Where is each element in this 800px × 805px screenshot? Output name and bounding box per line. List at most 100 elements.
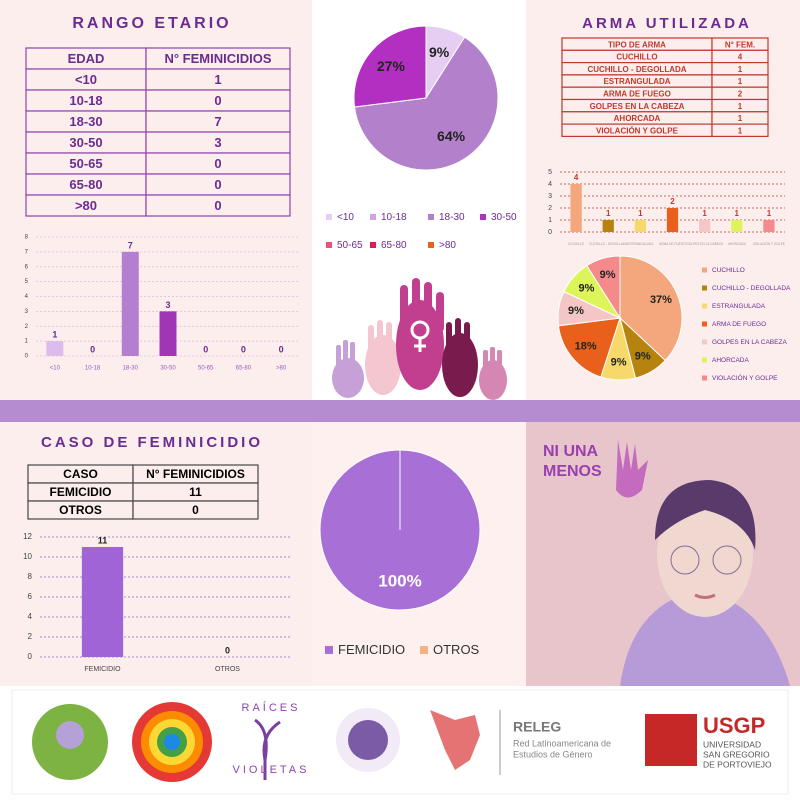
legend-swatch bbox=[420, 646, 428, 654]
table-value: OTROS bbox=[59, 503, 102, 517]
slice-label: 9% bbox=[611, 357, 627, 369]
bar bbox=[46, 341, 64, 356]
x-tick-label: AHORCADA bbox=[728, 242, 747, 246]
value-label: 0 bbox=[241, 344, 246, 354]
section-title: CASO DE FEMINICIDIO bbox=[41, 434, 263, 451]
x-tick-label: 65-80 bbox=[236, 366, 252, 372]
y-tick-label: 4 bbox=[28, 612, 33, 621]
legend-label: VIOLACIÓN Y GOLPE bbox=[712, 373, 778, 382]
x-tick-label: <10 bbox=[50, 366, 61, 372]
value-label: 1 bbox=[735, 209, 740, 218]
y-tick-label: 3 bbox=[25, 309, 29, 315]
value-label: 0 bbox=[225, 645, 230, 655]
y-tick-label: 10 bbox=[23, 552, 32, 561]
hand-icon bbox=[616, 440, 648, 498]
value-label: 1 bbox=[606, 209, 611, 218]
y-tick-label: 12 bbox=[23, 532, 32, 541]
bar bbox=[159, 311, 177, 356]
bar bbox=[602, 220, 614, 232]
table-value: 65-80 bbox=[69, 177, 102, 192]
y-tick-label: 5 bbox=[548, 169, 552, 176]
bar bbox=[570, 184, 582, 232]
y-tick-label: 2 bbox=[28, 632, 33, 641]
value-label: 3 bbox=[165, 300, 170, 310]
table-value: CUCHILLO bbox=[616, 53, 657, 62]
legend-swatch bbox=[702, 303, 707, 309]
x-tick-label: ESTRANGULADA bbox=[627, 242, 654, 246]
y-tick-label: 7 bbox=[25, 249, 29, 255]
table-value: CUCHILLO - DEGOLLADA bbox=[587, 65, 686, 74]
table-value: 1 bbox=[738, 77, 743, 86]
logo-text: DE PORTOVIEJO bbox=[703, 759, 772, 769]
band bbox=[0, 400, 800, 422]
y-tick-label: 1 bbox=[548, 217, 552, 224]
value-label: 1 bbox=[767, 209, 772, 218]
y-tick-label: 4 bbox=[25, 294, 29, 300]
table-header: CASO bbox=[63, 467, 98, 481]
table-value: 1 bbox=[738, 126, 743, 135]
table-value: 0 bbox=[214, 156, 221, 171]
legend-label: FEMICIDIO bbox=[338, 642, 405, 657]
value-label: 1 bbox=[52, 330, 57, 340]
y-tick-label: 8 bbox=[25, 235, 29, 241]
table-value: 0 bbox=[214, 177, 221, 192]
logo-text: SAN GREGORIO bbox=[703, 749, 770, 759]
x-tick-label: 30-50 bbox=[160, 366, 176, 372]
y-tick-label: 2 bbox=[548, 205, 552, 212]
legend-label: AHORCADA bbox=[712, 357, 750, 364]
portrait bbox=[620, 480, 790, 686]
y-tick-label: 0 bbox=[25, 354, 29, 360]
table-value: 2 bbox=[738, 89, 743, 98]
slogan: MENOS bbox=[543, 463, 602, 480]
x-tick-label: 18-30 bbox=[123, 366, 139, 372]
x-tick-label: 50-65 bbox=[198, 366, 214, 372]
pie-slice bbox=[619, 255, 683, 362]
slice-label: 64% bbox=[437, 128, 466, 144]
table-header: TIPO DE ARMA bbox=[608, 40, 666, 49]
legend-swatch bbox=[702, 321, 707, 327]
bar bbox=[121, 251, 139, 356]
value-label: 2 bbox=[670, 197, 675, 206]
table-value: >80 bbox=[75, 198, 97, 213]
table-cell bbox=[145, 194, 291, 217]
hands-illustration bbox=[332, 278, 507, 400]
table-value: ESTRANGULADA bbox=[603, 77, 670, 86]
table-header: EDAD bbox=[68, 51, 105, 66]
slice-label: 9% bbox=[568, 305, 584, 317]
logos bbox=[32, 702, 697, 782]
table-value: 4 bbox=[738, 53, 743, 62]
legend-swatch bbox=[326, 214, 332, 220]
table-header: N° FEM. bbox=[725, 40, 755, 49]
table-value: 0 bbox=[214, 93, 221, 108]
legend-label: 65-80 bbox=[381, 240, 407, 251]
legend-swatch bbox=[702, 375, 707, 381]
table-value: 0 bbox=[192, 503, 199, 517]
bar bbox=[763, 220, 775, 232]
table-value: FEMICIDIO bbox=[50, 485, 112, 499]
legend-swatch bbox=[428, 214, 434, 220]
legend-swatch bbox=[428, 242, 434, 248]
slice-label: 100% bbox=[378, 571, 421, 590]
legend-swatch bbox=[325, 646, 333, 654]
table-value: 1 bbox=[738, 102, 743, 111]
legend-swatch bbox=[370, 242, 376, 248]
y-tick-label: 0 bbox=[548, 229, 552, 236]
logo-text: UNIVERSIDAD bbox=[703, 739, 761, 749]
logo-text: VIOLETAS bbox=[233, 764, 310, 776]
logo-text: RAÍCES bbox=[242, 701, 301, 714]
table-value: 50-65 bbox=[69, 156, 102, 171]
table-value: 18-30 bbox=[69, 114, 102, 129]
slice-label: 9% bbox=[579, 282, 595, 294]
legend-label: <10 bbox=[337, 212, 354, 223]
y-tick-label: 4 bbox=[548, 181, 552, 188]
legend-swatch bbox=[702, 339, 707, 345]
table-value: ARMA DE FUEGO bbox=[603, 89, 671, 98]
legend-label: CUCHILLO bbox=[712, 267, 745, 274]
slice-label: 37% bbox=[650, 294, 672, 306]
x-tick-label: CUCHILLO bbox=[568, 242, 585, 246]
legend-swatch bbox=[480, 214, 486, 220]
x-tick-label: >80 bbox=[276, 366, 287, 372]
slice-label: 27% bbox=[377, 58, 406, 74]
table-value: 1 bbox=[738, 114, 743, 123]
